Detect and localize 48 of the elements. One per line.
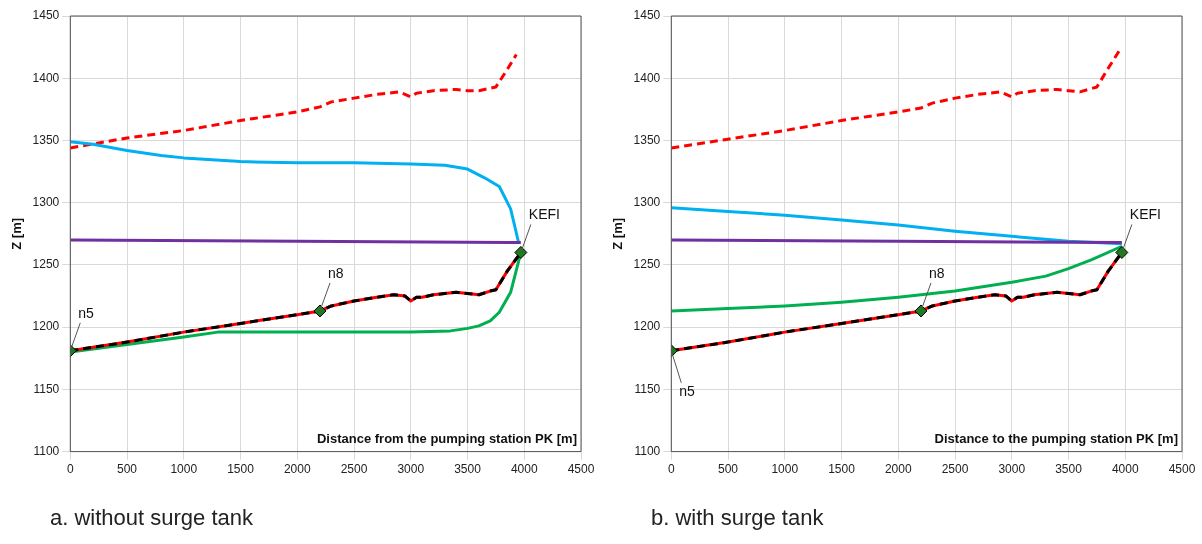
- y-tick-label: 1200: [633, 319, 661, 334]
- x-tick-label: 1000: [170, 462, 198, 477]
- annotation: n8: [928, 264, 945, 281]
- x-tick-label: 3000: [397, 462, 425, 477]
- x-tick-label: 1000: [771, 462, 799, 477]
- x-tick-label: 3500: [1055, 462, 1083, 477]
- x-tick-label: 4500: [567, 462, 595, 477]
- y-tick-label: 1100: [634, 443, 661, 458]
- annotation: KEFI: [528, 206, 560, 223]
- x-tick-label: 500: [117, 462, 138, 477]
- y-tick-label: 1300: [633, 195, 661, 209]
- y-tick-label: 1100: [33, 443, 60, 458]
- y-tick-label: 1250: [32, 257, 60, 272]
- x-tick-label: 2000: [884, 462, 912, 477]
- annotation: n5: [78, 304, 95, 321]
- y-axis-title: Z [m]: [610, 217, 626, 250]
- annotation: n8: [327, 264, 344, 281]
- x-tick-label: 500: [718, 462, 739, 477]
- y-tick-label: 1400: [32, 70, 60, 85]
- x-tick-label: 4000: [1111, 462, 1139, 477]
- x-tick-label: 0: [66, 462, 74, 477]
- y-tick-label: 1450: [32, 8, 60, 23]
- x-tick-label: 4000: [510, 462, 538, 477]
- y-tick-label: 1350: [32, 132, 60, 147]
- x-axis-title: Distance from the pumping station PK [m]: [316, 430, 577, 446]
- x-tick-label: 2000: [283, 462, 311, 477]
- x-tick-label: 2500: [340, 462, 368, 477]
- x-tick-label: 3500: [454, 462, 482, 477]
- x-tick-label: 2500: [941, 462, 969, 477]
- x-tick-label: 1500: [828, 462, 856, 477]
- y-tick-label: 1350: [633, 132, 661, 147]
- x-tick-label: 3000: [998, 462, 1026, 477]
- y-tick-label: 1200: [32, 319, 60, 334]
- annotation: n5: [679, 382, 696, 399]
- y-tick-label: 1400: [633, 70, 661, 85]
- x-tick-label: 1500: [227, 462, 255, 477]
- y-axis-title: Z [m]: [9, 217, 25, 250]
- y-tick-label: 1250: [633, 257, 661, 272]
- y-tick-label: 1150: [33, 381, 60, 396]
- x-tick-label: 4500: [1168, 462, 1196, 477]
- annotation: KEFI: [1129, 206, 1161, 223]
- text: b. with surge tank: [650, 505, 825, 531]
- y-tick-label: 1300: [32, 195, 60, 209]
- text: a. without surge tank: [49, 505, 254, 531]
- x-axis-title: Distance to the pumping station PK [m]: [934, 430, 1178, 446]
- x-tick-label: 0: [667, 462, 675, 477]
- y-tick-label: 1450: [633, 8, 661, 23]
- y-tick-label: 1150: [634, 381, 661, 396]
